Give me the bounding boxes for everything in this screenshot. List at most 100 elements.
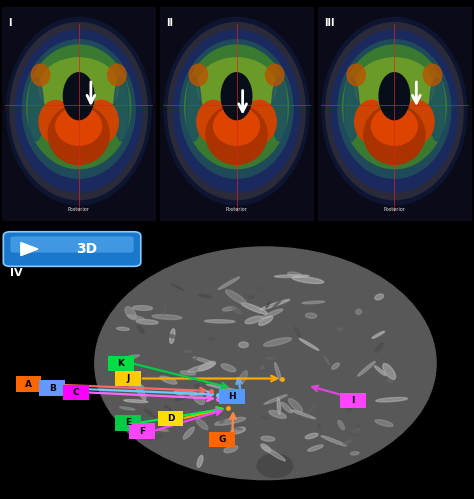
Ellipse shape [174, 390, 197, 396]
Ellipse shape [193, 393, 205, 405]
Ellipse shape [31, 64, 50, 85]
Ellipse shape [372, 331, 384, 338]
Ellipse shape [295, 327, 301, 337]
Ellipse shape [115, 355, 139, 362]
Ellipse shape [375, 420, 393, 427]
Ellipse shape [318, 424, 320, 428]
Ellipse shape [273, 299, 282, 308]
Ellipse shape [146, 371, 149, 380]
FancyBboxPatch shape [39, 380, 65, 396]
Ellipse shape [180, 371, 196, 375]
Ellipse shape [272, 77, 287, 141]
Ellipse shape [27, 45, 130, 169]
Ellipse shape [148, 434, 163, 441]
Ellipse shape [220, 414, 226, 423]
Ellipse shape [175, 396, 189, 400]
FancyBboxPatch shape [115, 415, 141, 431]
Ellipse shape [332, 363, 339, 369]
Ellipse shape [260, 299, 290, 310]
Ellipse shape [147, 354, 155, 361]
FancyBboxPatch shape [219, 389, 245, 404]
Ellipse shape [249, 296, 254, 298]
Text: I: I [351, 396, 355, 405]
FancyBboxPatch shape [108, 356, 134, 371]
Ellipse shape [322, 17, 467, 205]
Ellipse shape [364, 105, 425, 164]
Ellipse shape [187, 364, 214, 372]
Ellipse shape [170, 329, 175, 343]
Ellipse shape [197, 455, 203, 468]
Ellipse shape [261, 416, 268, 419]
Ellipse shape [344, 77, 359, 141]
Ellipse shape [193, 357, 197, 361]
Ellipse shape [162, 435, 170, 437]
Ellipse shape [171, 284, 184, 290]
Ellipse shape [164, 406, 171, 410]
Ellipse shape [185, 45, 288, 169]
FancyBboxPatch shape [158, 411, 183, 427]
Ellipse shape [299, 338, 319, 350]
Ellipse shape [229, 427, 242, 430]
Ellipse shape [144, 409, 154, 417]
Ellipse shape [85, 100, 118, 143]
Ellipse shape [277, 398, 281, 414]
Ellipse shape [264, 395, 287, 404]
FancyBboxPatch shape [10, 237, 134, 252]
Ellipse shape [180, 40, 293, 178]
Ellipse shape [372, 107, 417, 145]
Ellipse shape [344, 440, 351, 445]
Text: 3D: 3D [76, 242, 97, 256]
Ellipse shape [133, 305, 153, 310]
Ellipse shape [257, 454, 292, 478]
Ellipse shape [159, 429, 169, 431]
Ellipse shape [39, 58, 118, 117]
Ellipse shape [374, 366, 386, 376]
Ellipse shape [269, 410, 286, 418]
Ellipse shape [163, 304, 166, 314]
Ellipse shape [239, 342, 248, 348]
Bar [2, 6, 155, 220]
Ellipse shape [56, 107, 101, 145]
Ellipse shape [206, 105, 267, 164]
Ellipse shape [257, 287, 262, 290]
Ellipse shape [10, 22, 147, 200]
Ellipse shape [288, 399, 302, 412]
Text: B: B [49, 384, 55, 393]
Ellipse shape [241, 302, 267, 314]
Ellipse shape [183, 427, 194, 439]
Ellipse shape [197, 58, 276, 117]
Ellipse shape [127, 315, 144, 320]
Ellipse shape [324, 356, 330, 365]
Ellipse shape [281, 402, 292, 413]
Ellipse shape [221, 73, 252, 120]
Text: E: E [125, 418, 131, 427]
Ellipse shape [291, 410, 316, 419]
Ellipse shape [266, 357, 276, 359]
Text: II: II [166, 18, 173, 28]
Ellipse shape [206, 384, 238, 391]
Ellipse shape [292, 276, 324, 283]
Ellipse shape [193, 357, 216, 364]
Text: D: D [167, 414, 174, 423]
Bar [160, 6, 313, 220]
Ellipse shape [204, 320, 235, 323]
Ellipse shape [387, 379, 392, 383]
Ellipse shape [189, 64, 208, 85]
Ellipse shape [48, 105, 109, 164]
Ellipse shape [356, 425, 359, 427]
Ellipse shape [245, 316, 262, 324]
Ellipse shape [117, 327, 129, 330]
FancyBboxPatch shape [209, 432, 235, 447]
FancyBboxPatch shape [63, 385, 89, 400]
Ellipse shape [224, 446, 238, 453]
Ellipse shape [338, 40, 451, 178]
Ellipse shape [326, 22, 463, 200]
FancyBboxPatch shape [129, 423, 155, 439]
Ellipse shape [64, 73, 94, 120]
Ellipse shape [355, 100, 388, 143]
Ellipse shape [288, 272, 301, 276]
Ellipse shape [261, 366, 264, 369]
FancyBboxPatch shape [3, 232, 141, 266]
Ellipse shape [353, 429, 360, 433]
Text: C: C [73, 388, 79, 397]
